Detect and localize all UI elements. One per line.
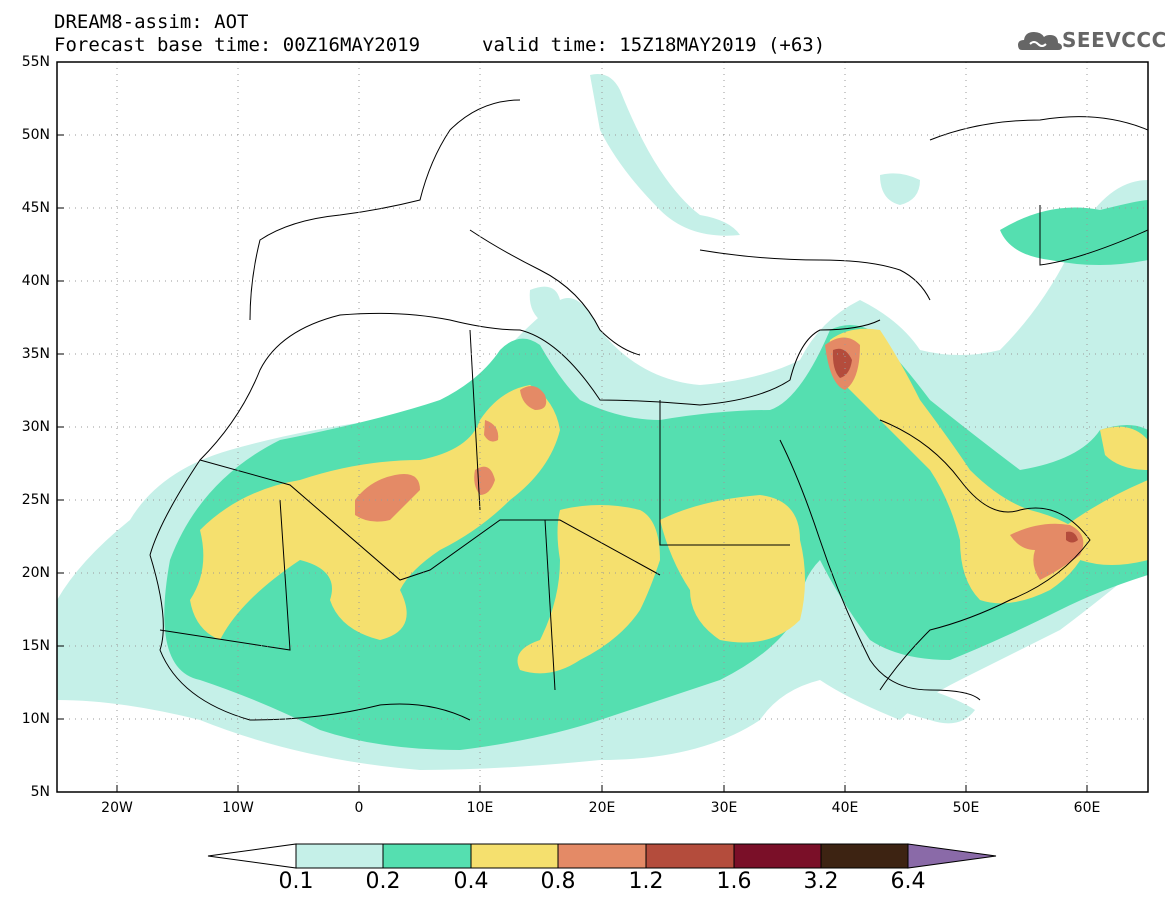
- lon-label: 40E: [831, 800, 859, 816]
- lat-label: 30N: [21, 419, 50, 435]
- colorbar-label: 6.4: [890, 869, 926, 894]
- colorbar-label: 0.2: [365, 869, 401, 894]
- lat-label: 50N: [21, 127, 50, 143]
- lon-label: 0: [354, 800, 364, 816]
- colorbar-bin-0-4: [470, 843, 559, 869]
- seevccc-logo-text: SEEVCCC: [1062, 28, 1165, 52]
- lon-label: 20W: [101, 800, 133, 816]
- lat-label: 25N: [21, 492, 50, 508]
- lon-label: 10W: [222, 800, 254, 816]
- colorbar-label: 0.8: [540, 869, 576, 894]
- colorbar-bin-1-6: [733, 843, 822, 869]
- colorbar-label: 0.4: [453, 869, 489, 894]
- colorbar-bin-3-2: [820, 843, 909, 869]
- coastlines: [149, 99, 1148, 721]
- lat-label: 5N: [30, 784, 50, 800]
- lon-label: 10E: [466, 800, 494, 816]
- lon-label: 20E: [588, 800, 616, 816]
- colorbar-label: 3.2: [803, 869, 839, 894]
- lat-label: 45N: [21, 200, 50, 216]
- colorbar-label: 1.2: [628, 869, 664, 894]
- aot-band-1-2: [832, 348, 1078, 543]
- lat-label: 40N: [21, 273, 50, 289]
- lon-label: 30E: [710, 800, 738, 816]
- colorbar-under-triangle: [207, 843, 297, 869]
- lat-label: 55N: [21, 54, 50, 70]
- lat-label: 15N: [21, 638, 50, 654]
- colorbar-bin-0-8: [557, 843, 647, 869]
- colorbar-over-triangle: [907, 843, 997, 869]
- colorbar-bin-1-2: [645, 843, 735, 869]
- lon-label: 50E: [952, 800, 980, 816]
- colorbar-bin-0-2: [382, 843, 472, 869]
- map-frame: [56, 61, 1149, 793]
- colorbar-label: 0.1: [278, 869, 314, 894]
- cloud-logo-icon: [1018, 32, 1062, 50]
- base-time-label: Forecast base time: 00Z16MAY2019: [54, 34, 421, 56]
- colorbar-label: 1.6: [716, 869, 752, 894]
- lat-label: 20N: [21, 565, 50, 581]
- aot-contours: [57, 74, 1148, 790]
- model-title: DREAM8-assim: AOT: [54, 11, 249, 33]
- lat-label: 35N: [21, 346, 50, 362]
- colorbar-bin-0-1: [295, 843, 384, 869]
- valid-time-label: valid time: 15Z18MAY2019 (+63): [482, 34, 826, 56]
- lat-label: 10N: [21, 711, 50, 727]
- colorbar: [207, 843, 997, 869]
- lon-label: 60E: [1073, 800, 1101, 816]
